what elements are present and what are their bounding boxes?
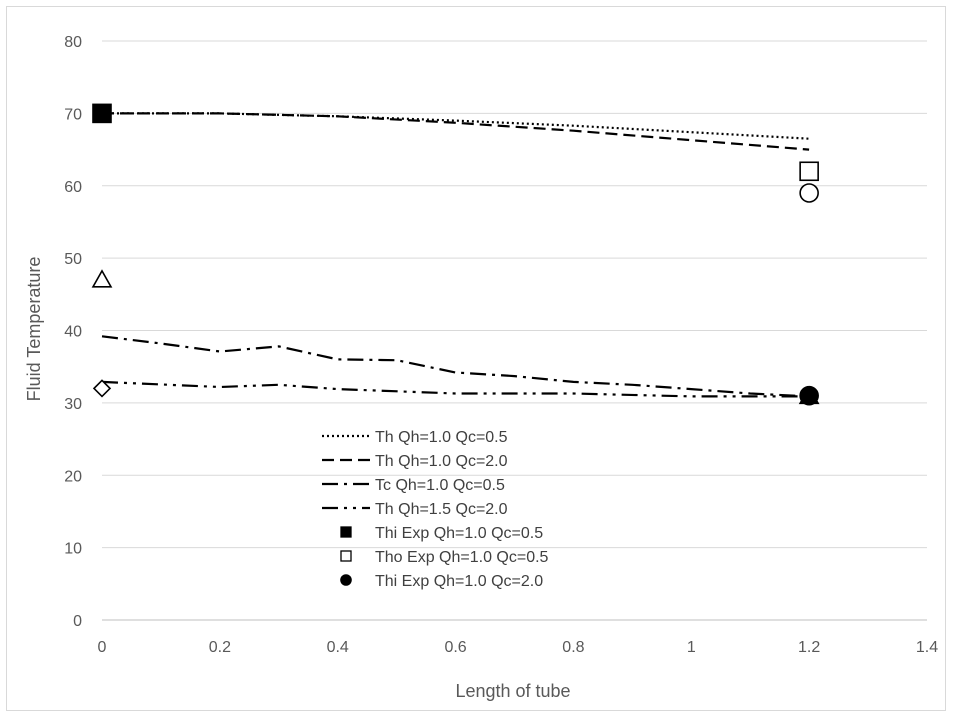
series-line xyxy=(101,380,810,398)
chart-frame xyxy=(6,6,946,711)
x-tick-label: 0.4 xyxy=(327,639,349,656)
x-tick-label: 1.2 xyxy=(798,639,820,656)
legend-entry: Th Qh=1.0 Qc=0.5 xyxy=(322,429,508,446)
legend-entry: Th Qh=1.0 Qc=2.0 xyxy=(322,453,508,470)
y-axis-title: Fluid Temperature xyxy=(24,257,44,402)
y-tick-label: 0 xyxy=(73,613,82,630)
y-tick-label: 10 xyxy=(64,541,82,558)
data-point-square-open xyxy=(799,161,819,182)
legend-marker-symbol xyxy=(340,526,352,538)
legend-label: Thi Exp Qh=1.0 Qc=0.5 xyxy=(375,525,543,542)
x-tick-label: 0 xyxy=(98,639,107,656)
x-tick-labels: 0 0.2 0.4 0.6 0.8 1 1.2 1.4 xyxy=(98,639,939,656)
series-line xyxy=(102,112,810,140)
data-point-triangle-filled xyxy=(798,385,820,405)
legend-entry: Thi Exp Qh=1.0 Qc=2.0 xyxy=(340,573,543,590)
y-tick-label: 70 xyxy=(64,106,82,123)
series-line xyxy=(101,335,810,398)
data-point-triangle-open xyxy=(91,269,113,288)
legend-label: Th Qh=1.0 Qc=0.5 xyxy=(375,429,508,446)
legend-label: Tc Qh=1.0 Qc=0.5 xyxy=(375,477,505,494)
x-tick-label: 0.2 xyxy=(209,639,231,656)
legend-entry: Tc Qh=1.0 Qc=0.5 xyxy=(322,477,505,494)
x-tick-label: 0.8 xyxy=(562,639,584,656)
legend-marker-symbol xyxy=(340,550,352,562)
legend-marker-symbol xyxy=(340,574,352,586)
legend-entry: Th Qh=1.5 Qc=2.0 xyxy=(322,501,508,518)
markers xyxy=(91,103,820,406)
y-tick-labels: 0 10 20 30 40 50 60 70 80 xyxy=(64,34,82,630)
series-lines xyxy=(101,112,810,398)
data-point-circle-open xyxy=(799,183,819,203)
legend: Th Qh=1.0 Qc=0.5 Th Qh=1.0 Qc=2.0 Tc Qh=1.… xyxy=(322,429,549,590)
legend-label: Th Qh=1.0 Qc=2.0 xyxy=(375,453,508,470)
x-axis-title: Length of tube xyxy=(455,681,570,701)
data-point-square-filled xyxy=(92,103,112,124)
legend-label: Tho Exp Qh=1.0 Qc=0.5 xyxy=(375,549,549,566)
y-tick-label: 60 xyxy=(64,179,82,196)
x-tick-label: 1.4 xyxy=(916,639,938,656)
x-tick-label: 0.6 xyxy=(444,639,466,656)
legend-entry: Tho Exp Qh=1.0 Qc=0.5 xyxy=(340,549,549,566)
y-tick-label: 50 xyxy=(64,251,82,268)
y-tick-label: 30 xyxy=(64,396,82,413)
y-tick-label: 80 xyxy=(64,34,82,51)
y-tick-label: 20 xyxy=(64,468,82,485)
legend-entry: Thi Exp Qh=1.0 Qc=0.5 xyxy=(340,525,543,542)
legend-label: Thi Exp Qh=1.0 Qc=2.0 xyxy=(375,573,543,590)
series-line xyxy=(102,112,810,151)
x-tick-label: 1 xyxy=(687,639,696,656)
legend-label: Th Qh=1.5 Qc=2.0 xyxy=(375,501,508,518)
data-point-diamond-open xyxy=(92,379,112,398)
y-tick-label: 40 xyxy=(64,324,82,341)
